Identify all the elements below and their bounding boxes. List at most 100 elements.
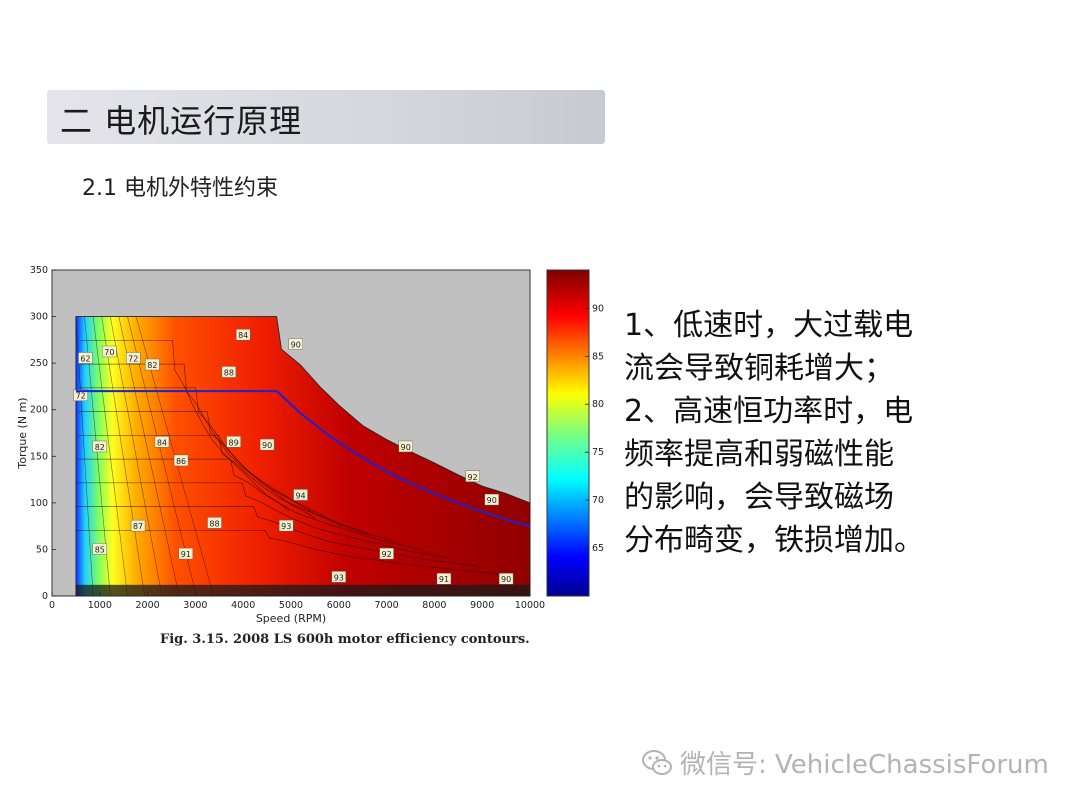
contour-line	[101, 316, 145, 596]
contour-label: 82	[145, 358, 160, 371]
contour-label: 91	[178, 547, 194, 560]
contour-label-box	[279, 519, 294, 532]
contour-label: 92	[379, 547, 394, 560]
y-axis-label: Torque (N m)	[16, 397, 29, 469]
contour-label: 90	[498, 573, 514, 585]
contour-label-box	[221, 366, 237, 378]
contour-label-box	[436, 573, 452, 585]
contour-label-text: 93	[281, 522, 291, 531]
contour-label-box	[235, 329, 251, 341]
colorbar	[546, 269, 590, 597]
efficiency-contour-chart: 62 70 72 82 72 82 84 86 88 84 89 90 87 88 85 91 93 94 90 90…	[16, 265, 604, 625]
contour-line	[78, 434, 397, 543]
contour-label-text: 85	[95, 545, 105, 554]
contour-label-box	[178, 547, 194, 560]
x-tick-label: 5000	[279, 600, 303, 611]
contour-label-text: 84	[238, 331, 248, 340]
contour-label-box	[259, 438, 275, 451]
contour-label-box	[92, 440, 108, 453]
contour-label-text: 87	[133, 522, 143, 531]
contour-line	[76, 506, 477, 567]
x-tick-label: 8000	[422, 600, 446, 611]
contour-label: 86	[173, 454, 189, 467]
contour-line	[76, 529, 504, 575]
contour-label-box	[498, 573, 514, 585]
x-axis-label: Speed (RPM)	[256, 612, 326, 625]
contour-label-box	[398, 440, 413, 453]
contour-label-text: 72	[128, 354, 138, 363]
contour-label-text: 93	[334, 573, 344, 582]
wechat-icon	[642, 749, 672, 775]
contour-label-box	[145, 358, 160, 371]
body-line-2: 流会导致铜耗增大；	[624, 351, 894, 386]
contour-label-box	[126, 352, 141, 364]
contour-line	[109, 316, 163, 596]
y-tick-label: 150	[30, 451, 48, 462]
body-line-6: 分布畸变，铁损增加。	[624, 523, 924, 558]
x-tick-label: 7000	[375, 600, 399, 611]
contour-label: 90	[484, 493, 499, 506]
contour-label-text: 88	[224, 368, 234, 377]
contour-label-text: 92	[468, 473, 478, 482]
contour-label: 72	[126, 352, 141, 364]
watermark-text: 微信号: VehicleChassisForum	[680, 750, 1049, 780]
contour-label-text: 90	[401, 443, 411, 452]
body-line-3: 2、高速恒功率时，电	[624, 394, 914, 429]
contour-label-box	[379, 547, 394, 560]
y-tick-label: 100	[30, 498, 48, 509]
x-tick-label: 4000	[231, 600, 255, 611]
contour-label-text: 90	[487, 496, 497, 505]
contour-label-box	[92, 543, 108, 555]
contour-label: 91	[436, 573, 452, 585]
body-line-4: 频率提高和弱磁性能	[624, 437, 894, 472]
low-torque-band	[75, 584, 531, 596]
contour-label-text: 91	[181, 550, 191, 559]
contour-label: 85	[92, 543, 108, 555]
contour-label: 93	[331, 571, 346, 583]
contour-label-box	[154, 436, 170, 448]
contour-label: 84	[235, 329, 251, 341]
contour-label: 88	[221, 366, 237, 378]
y-tick-label: 200	[30, 405, 48, 416]
contour-label: 93	[279, 519, 294, 532]
colorbar-tick-label: 80	[592, 399, 604, 410]
contour-label-text: 90	[262, 441, 272, 450]
x-tick-label: 10000	[515, 600, 545, 611]
contour-label: 90	[259, 438, 275, 451]
contour-label-box	[484, 493, 499, 506]
contour-label-text: 94	[295, 491, 305, 500]
contour-label-text: 90	[501, 575, 511, 584]
x-tick-label: 2000	[136, 600, 160, 611]
contour-label-text: 84	[157, 438, 167, 447]
colorbar-tick-label: 65	[592, 543, 604, 554]
contour-label: 62	[78, 352, 93, 364]
contour-line	[92, 316, 128, 596]
contour-label-text: 90	[291, 341, 301, 350]
constraint-line	[75, 390, 531, 528]
contour-line	[75, 316, 94, 596]
watermark: 微信号: VehicleChassisForum	[640, 744, 1049, 781]
colorbar-tick-label: 75	[592, 447, 604, 458]
contour-label: 94	[293, 489, 308, 501]
y-tick-label: 0	[42, 591, 48, 602]
y-tick-label: 300	[30, 312, 48, 323]
x-tick-label: 3000	[183, 600, 207, 611]
contour-line	[135, 316, 214, 596]
contour-label-text: 91	[439, 575, 449, 584]
contour-label: 70	[102, 345, 117, 358]
contour-line	[79, 363, 317, 519]
contour-label-box	[288, 338, 303, 350]
contour-label-text: 62	[80, 354, 90, 363]
contour-label-text: 88	[209, 519, 219, 528]
contour-label: 87	[130, 519, 146, 532]
contour-label-text: 72	[76, 392, 86, 401]
contour-label-box	[207, 517, 222, 529]
contour-label-text: 82	[95, 443, 105, 452]
y-tick-label: 50	[36, 544, 48, 555]
contour-label-box	[102, 345, 117, 358]
contour-label-box	[173, 454, 189, 467]
x-tick-label: 9000	[470, 600, 494, 611]
contour-label: 72	[73, 389, 88, 401]
body-line-1: 1、低速时，大过载电	[624, 308, 914, 343]
slide-title: 二 电机运行原理	[60, 102, 303, 140]
